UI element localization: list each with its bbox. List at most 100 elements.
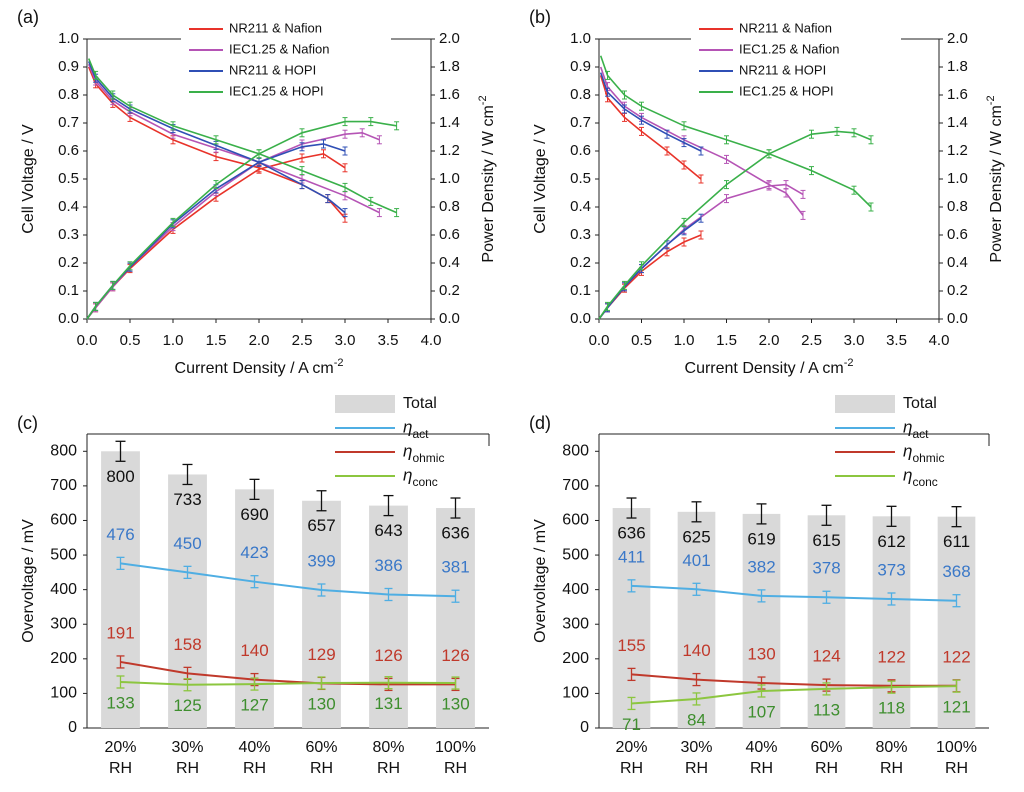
power-line — [86, 152, 346, 320]
x-axis-label: Current Density / A cm-2 — [175, 357, 344, 377]
eta-value-label: 155 — [617, 636, 645, 655]
eta-value-label: 125 — [173, 696, 201, 715]
panel-label: (b) — [529, 7, 551, 27]
legend-label: IEC1.25 & HOPI — [739, 83, 834, 98]
eta-value-label: 129 — [307, 645, 335, 664]
y-tick-label: 0.4 — [570, 198, 591, 215]
total-value-label: 612 — [877, 532, 905, 551]
voltage-line — [599, 55, 872, 208]
series-NR211 & Nafion — [598, 75, 704, 320]
y-axis-label: Cell Voltage / V — [20, 124, 37, 234]
category-label: 30% — [171, 739, 203, 756]
eta-value-label: 386 — [374, 556, 402, 575]
y-axis-label: Cell Voltage / V — [532, 124, 549, 234]
x-tick-label: 2.5 — [801, 332, 822, 349]
y-tick-label: 0.8 — [58, 86, 79, 103]
voltage-line — [87, 61, 346, 214]
y2-tick-label: 0.4 — [439, 254, 460, 271]
total-value-label: 615 — [812, 531, 840, 550]
category-label: 60% — [305, 739, 337, 756]
y2-tick-label: 1.6 — [439, 86, 460, 103]
eta-line — [631, 584, 957, 602]
y-tick-label: 0.6 — [58, 142, 79, 159]
x-axis-label: Current Density / A cm-2 — [685, 357, 854, 377]
legend: NR211 & Nafion IEC1.25 & Nafion NR211 & HO… — [181, 15, 391, 103]
y2-tick-label: 0.4 — [947, 254, 968, 271]
y2-tick-label: 1.0 — [439, 170, 460, 187]
y2-tick-label: 0.0 — [439, 310, 460, 327]
y2-tick-label: 2.0 — [947, 30, 968, 47]
legend-label: NR211 & HOPI — [229, 62, 316, 77]
x-tick-label: 2.5 — [292, 332, 313, 349]
legend-label-conc: ηconc — [903, 465, 938, 489]
y2-tick-label: 1.0 — [947, 170, 968, 187]
total-bar — [436, 508, 475, 728]
y-tick-label: 400 — [562, 581, 589, 598]
series-IEC1.25 & HOPI — [598, 55, 874, 320]
legend-label: NR211 & Nafion — [229, 20, 322, 35]
y-tick-label: 300 — [562, 615, 589, 632]
y-tick-label: 0.2 — [570, 254, 591, 271]
legend-label: IEC1.25 & Nafion — [739, 41, 839, 56]
eta-value-label: 130 — [307, 695, 335, 714]
category-sub-label: RH — [377, 760, 400, 777]
eta-value-label: 191 — [106, 623, 134, 642]
x-tick-label: 1.5 — [206, 332, 227, 349]
y2-tick-label: 1.8 — [947, 58, 968, 75]
eta-value-label: 450 — [173, 534, 201, 553]
y-tick-label: 1.0 — [58, 30, 79, 47]
eta-value-label: 113 — [813, 700, 840, 719]
legend-label-total: Total — [903, 395, 937, 412]
eta-value-label: 126 — [374, 646, 402, 665]
legend-label: NR211 & HOPI — [739, 62, 826, 77]
total-bar — [612, 508, 651, 728]
x-tick-label: 1.0 — [163, 332, 184, 349]
category-label: 40% — [745, 739, 777, 756]
power-line — [86, 120, 397, 320]
total-value-label: 625 — [682, 527, 710, 546]
eta-line — [120, 660, 456, 686]
x-tick-label: 4.0 — [421, 332, 442, 349]
x-tick-label: 0.5 — [120, 332, 141, 349]
eta-value-label: 382 — [747, 557, 775, 576]
category-label: 20% — [615, 739, 647, 756]
eta-value-label: 130 — [441, 695, 469, 714]
line-eta-act: 411 401 382 378 373 368 — [618, 547, 971, 608]
y2-tick-label: 0.8 — [439, 198, 460, 215]
y-tick-label: 800 — [562, 443, 589, 460]
category-label: 100% — [936, 739, 977, 756]
category-sub-label: RH — [310, 760, 333, 777]
y-tick-label: 0.6 — [570, 142, 591, 159]
eta-line — [120, 680, 456, 686]
y2-tick-label: 1.6 — [947, 86, 968, 103]
y-tick-label: 200 — [562, 650, 589, 667]
y-tick-label: 600 — [50, 512, 77, 529]
x-tick-label: 0.0 — [589, 332, 610, 349]
total-value-label: 690 — [240, 505, 268, 524]
y2-tick-label: 0.6 — [439, 226, 460, 243]
category-label: 40% — [238, 739, 270, 756]
panel-label: (c) — [17, 413, 38, 433]
y-tick-label: 500 — [562, 546, 589, 563]
eta-value-label: 84 — [687, 710, 706, 729]
y2-tick-label: 0.2 — [947, 282, 968, 299]
eta-value-label: 131 — [374, 694, 402, 713]
eta-value-label: 140 — [682, 641, 710, 660]
legend-label-ohmic: ηohmic — [403, 441, 444, 465]
y-tick-label: 800 — [50, 443, 77, 460]
category-label: 60% — [810, 739, 842, 756]
category-label: 20% — [104, 739, 136, 756]
y2-tick-label: 1.2 — [947, 142, 968, 159]
category-label: 30% — [680, 739, 712, 756]
eta-value-label: 130 — [747, 645, 775, 664]
eta-value-label: 373 — [877, 560, 905, 579]
y-tick-label: 0.9 — [570, 58, 591, 75]
legend-label-ohmic: ηohmic — [903, 441, 944, 465]
eta-value-label: 126 — [441, 646, 469, 665]
x-tick-label: 3.0 — [844, 332, 865, 349]
legend-label-act: ηact — [903, 417, 929, 441]
eta-value-label: 122 — [942, 647, 970, 666]
eta-value-label: 121 — [942, 698, 970, 717]
x-tick-label: 1.5 — [716, 332, 737, 349]
